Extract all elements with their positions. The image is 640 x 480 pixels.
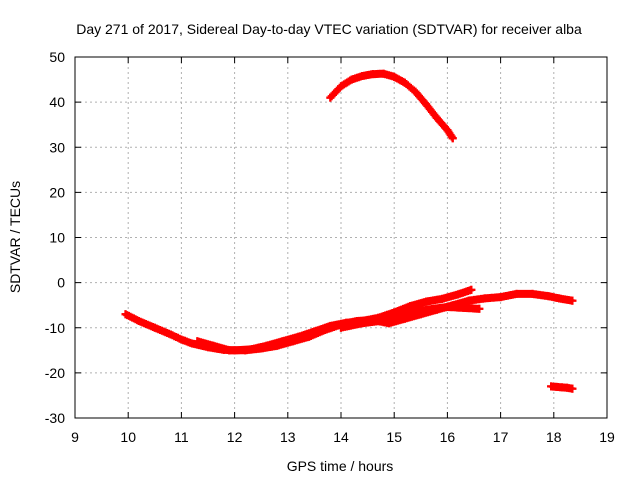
x-tick-label: 10 (120, 429, 136, 445)
data-point (121, 310, 130, 319)
data-point (528, 289, 537, 298)
data-point (379, 69, 388, 78)
grid-lines (75, 57, 607, 418)
x-tick-labels: 9 10 11 12 13 14 15 16 17 18 19 (71, 429, 615, 445)
data-point (305, 332, 314, 341)
data-point (411, 87, 420, 96)
data-point (406, 302, 415, 311)
data-point (443, 302, 452, 311)
data-point (257, 344, 266, 353)
data-point (379, 316, 388, 325)
chart-title: Day 271 of 2017, Sidereal Day-to-day VTE… (76, 21, 582, 37)
data-point (422, 305, 431, 314)
data-point (568, 384, 577, 393)
data-point (321, 326, 330, 335)
x-tick-label: 16 (440, 429, 456, 445)
data-point (454, 290, 463, 299)
x-tick-label: 18 (546, 429, 562, 445)
data-point (166, 330, 175, 339)
series-markers (326, 69, 457, 143)
y-tick-label: -30 (45, 410, 65, 426)
y-tick-label: 20 (49, 184, 65, 200)
data-point (337, 323, 345, 332)
series-track-low-c (337, 302, 484, 332)
y-tick-labels: -30 -20 -10 0 10 20 30 40 50 (45, 49, 65, 426)
data-point (400, 310, 409, 319)
y-tick-label: 50 (49, 49, 65, 65)
x-tick-label: 15 (386, 429, 402, 445)
series-track-isolated (547, 382, 577, 393)
data-point (400, 78, 409, 87)
y-tick-label: 40 (49, 94, 65, 110)
data-point (326, 93, 335, 102)
data-point (555, 294, 564, 303)
data-series (121, 69, 577, 393)
data-point (390, 72, 399, 81)
data-point (464, 296, 473, 305)
series-markers (121, 285, 476, 355)
data-point (150, 323, 159, 332)
y-tick-label: 30 (49, 139, 65, 155)
y-tick-label: -20 (45, 365, 65, 381)
data-point (273, 341, 282, 350)
data-point (568, 296, 577, 305)
data-point (422, 100, 431, 109)
data-point (358, 71, 367, 80)
data-point (337, 82, 345, 91)
data-point (188, 339, 197, 348)
data-point (438, 294, 447, 303)
data-point (480, 294, 489, 303)
data-point (225, 346, 234, 355)
data-point (467, 285, 476, 294)
x-tick-label: 14 (333, 429, 349, 445)
data-point (512, 289, 521, 298)
y-tick-label: -10 (45, 320, 65, 336)
axis-ticks (74, 56, 608, 419)
x-tick-label: 9 (71, 429, 79, 445)
x-tick-label: 11 (174, 429, 189, 445)
x-tick-label: 12 (227, 429, 243, 445)
data-point (432, 113, 441, 122)
x-tick-label: 19 (599, 429, 615, 445)
data-point (459, 303, 468, 312)
y-axis-label: SDTVAR / TECUs (7, 181, 23, 293)
data-point (443, 126, 452, 135)
x-tick-label: 13 (280, 429, 296, 445)
data-point (241, 346, 250, 355)
data-point (289, 337, 298, 346)
data-point (475, 304, 484, 313)
data-point (347, 75, 356, 84)
data-point (422, 297, 431, 306)
series-track-high (326, 69, 457, 143)
data-point (177, 335, 186, 344)
data-point (209, 341, 218, 350)
data-point (496, 293, 505, 302)
data-point (368, 70, 377, 79)
data-point (544, 292, 553, 301)
series-track-low-a (121, 285, 476, 355)
data-point (358, 319, 367, 328)
y-tick-label: 0 (57, 275, 65, 291)
x-tick-label: 17 (493, 429, 509, 445)
data-point (448, 134, 457, 143)
data-point (134, 316, 143, 325)
y-tick-label: 10 (49, 230, 65, 246)
data-point (193, 337, 202, 346)
x-axis-label: GPS time / hours (287, 458, 394, 474)
